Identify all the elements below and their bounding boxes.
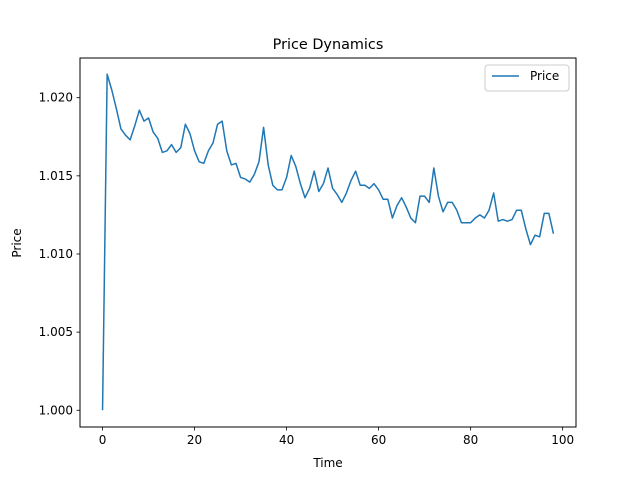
series-layer (101, 73, 555, 411)
x-tick-label: 40 (279, 433, 294, 447)
x-tick-label: 100 (551, 433, 574, 447)
x-tick-label: 20 (187, 433, 202, 447)
legend: Price (484, 64, 570, 92)
plot-frame (79, 57, 577, 428)
x-tick-label: 80 (463, 433, 478, 447)
y-tick-label: 1.005 (39, 325, 73, 339)
y-tick-label: 1.010 (39, 247, 73, 261)
legend-box (484, 64, 570, 92)
legend-label-price: Price (530, 69, 559, 83)
x-tick-label: 60 (371, 433, 386, 447)
x-tick-label: 0 (99, 433, 107, 447)
chart-title: Price Dynamics (273, 37, 384, 53)
x-axis-ticks: 0 20 40 60 80 100 (99, 427, 574, 447)
y-tick-label: 1.015 (39, 169, 73, 183)
y-tick-label: 1.000 (39, 403, 73, 417)
y-axis-ticks: 1.000 1.005 1.010 1.015 1.020 (39, 91, 80, 417)
y-axis-title: Price (10, 228, 24, 257)
x-axis-title: Time (312, 456, 342, 470)
y-tick-label: 1.020 (39, 91, 73, 105)
series-line-price (101, 73, 555, 411)
